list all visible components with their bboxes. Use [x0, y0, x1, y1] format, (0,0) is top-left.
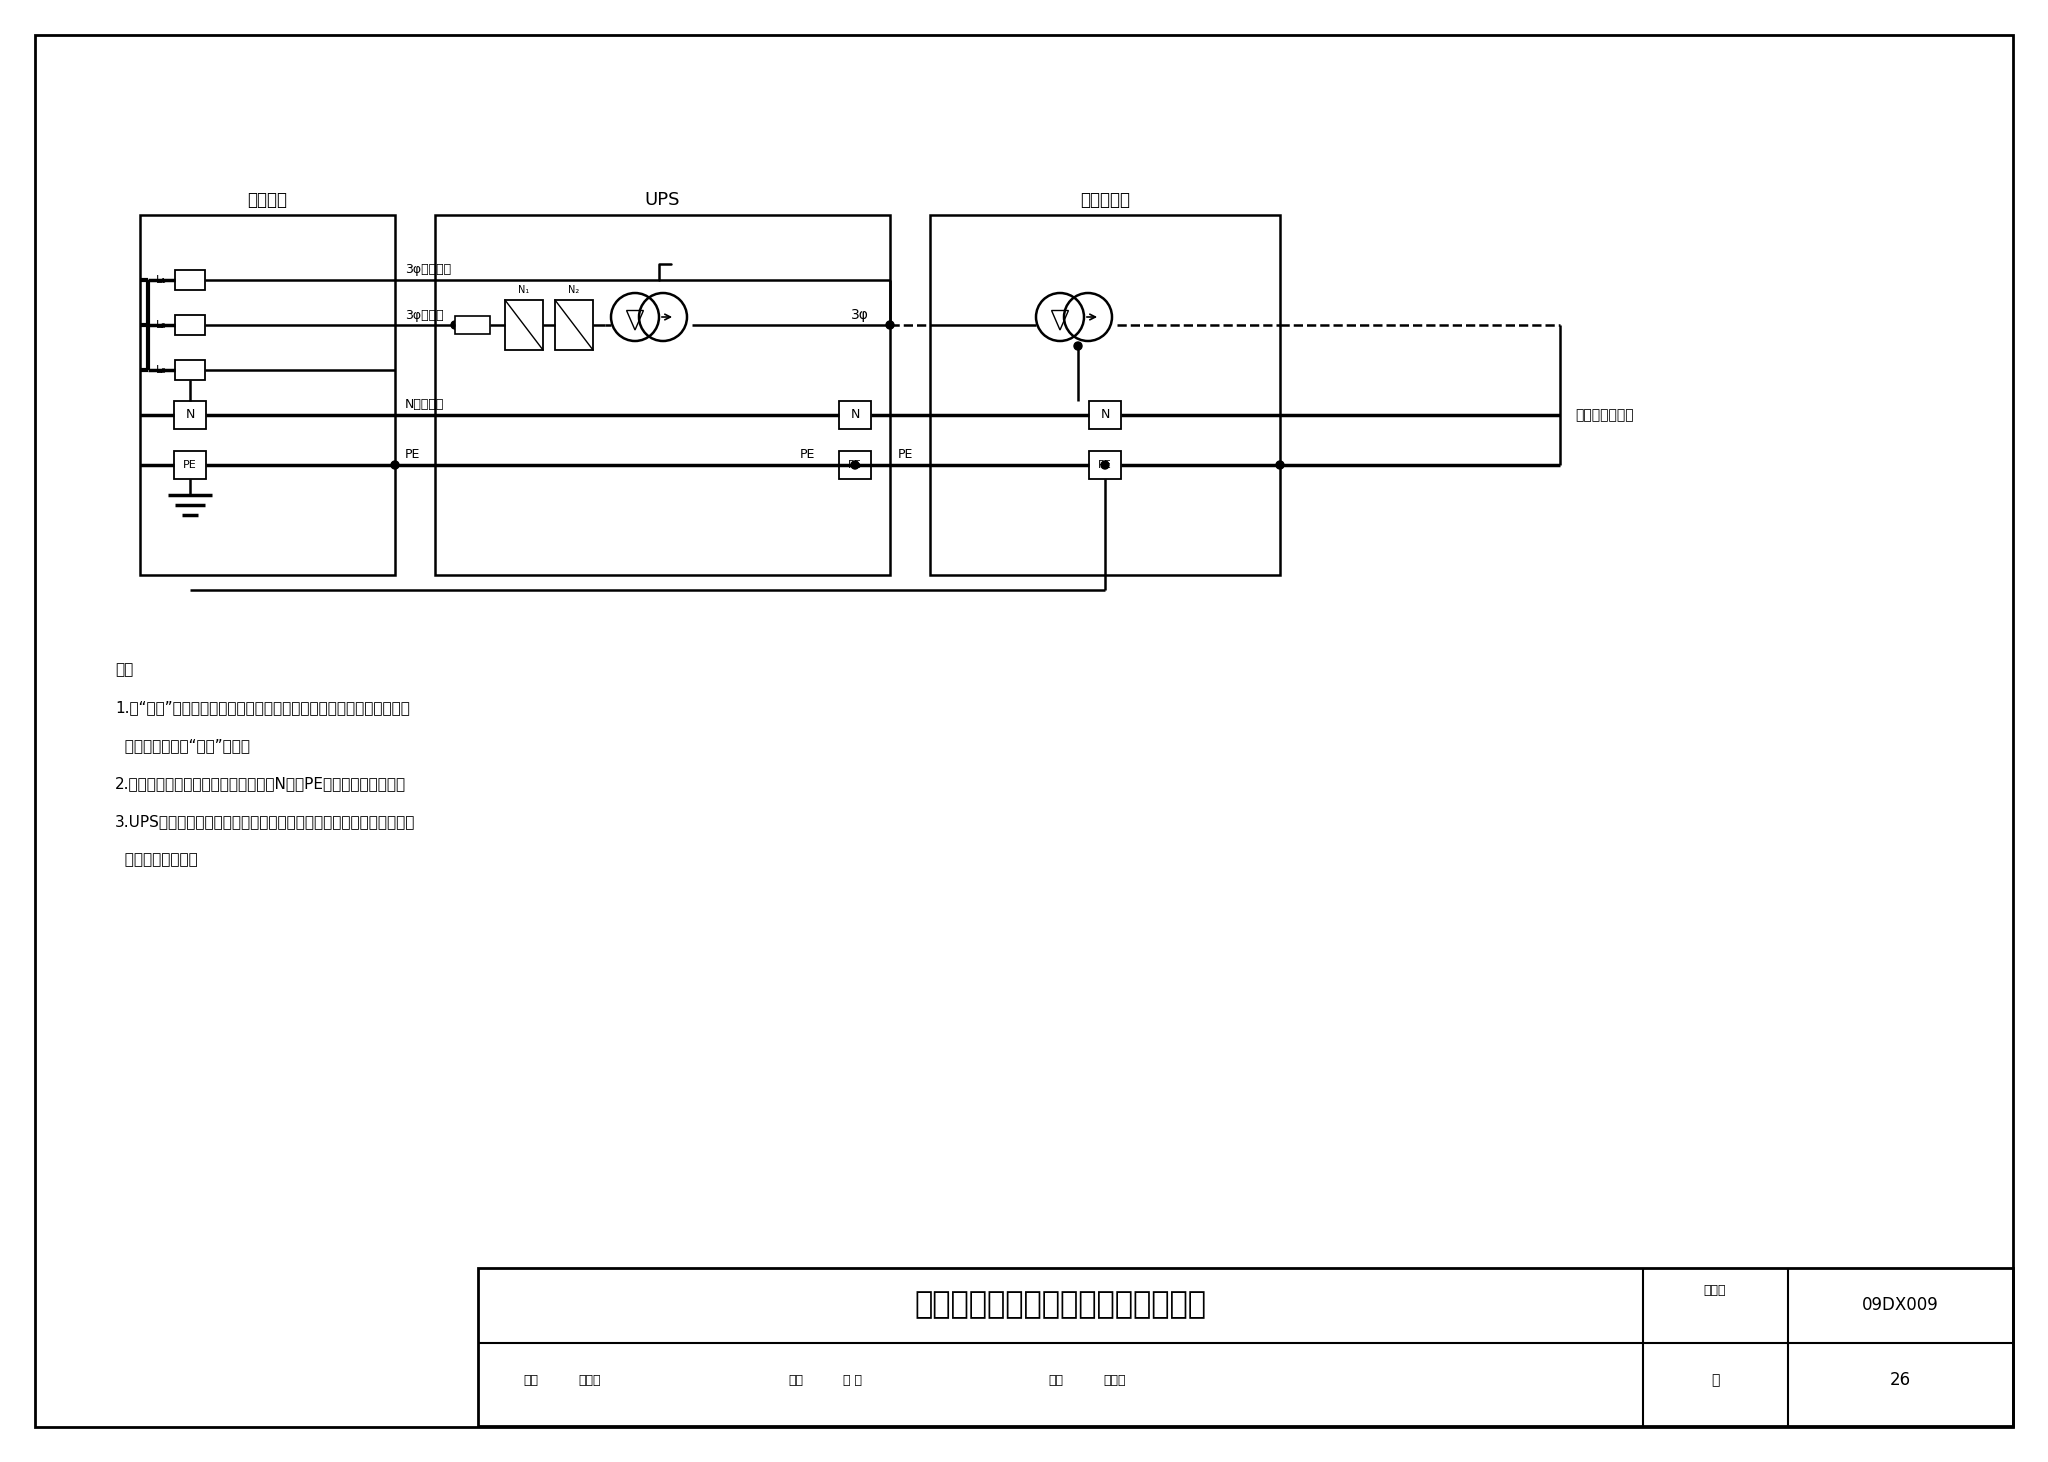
Bar: [174, 314, 205, 335]
Text: 2.在配电列头柜内装设隔离变压器后，N线与PE线才可短接并接地。: 2.在配电列头柜内装设隔离变压器后，N线与PE线才可短接并接地。: [115, 776, 406, 791]
Bar: [139, 215, 395, 575]
Bar: [840, 401, 870, 428]
Text: 配变电所: 配变电所: [248, 192, 287, 209]
Circle shape: [852, 461, 858, 469]
Text: 变压器，以降低“零地”电压。: 变压器，以降低“零地”电压。: [115, 738, 250, 753]
Bar: [930, 215, 1280, 575]
Bar: [840, 450, 870, 480]
Bar: [174, 450, 207, 480]
Text: 配电列头柜: 配电列头柜: [1079, 192, 1130, 209]
Bar: [555, 300, 594, 349]
Text: 利用隔离变压器降低零地电压原理图: 利用隔离变压器降低零地电压原理图: [913, 1291, 1206, 1320]
Text: PE: PE: [848, 461, 862, 469]
Text: 校对: 校对: [788, 1373, 803, 1386]
Text: 1.当“零地”电压不满足电子信息设备要求时，在配电列头柜内增加隔离: 1.当“零地”电压不满足电子信息设备要求时，在配电列头柜内增加隔离: [115, 700, 410, 715]
Text: 钟景华: 钟景华: [1104, 1373, 1126, 1386]
Text: 3φ旁路输入: 3φ旁路输入: [406, 263, 451, 276]
Text: L₂: L₂: [156, 320, 166, 330]
Text: N₁: N₁: [518, 285, 530, 295]
Text: 26: 26: [1890, 1371, 1911, 1389]
Bar: [506, 300, 543, 349]
Bar: [1090, 450, 1120, 480]
Bar: [1090, 401, 1120, 428]
Text: PE: PE: [897, 449, 913, 462]
Text: N: N: [1100, 408, 1110, 421]
Circle shape: [1073, 342, 1081, 349]
Text: 3φ: 3φ: [852, 308, 868, 322]
Text: 孙 兰: 孙 兰: [844, 1373, 862, 1386]
Text: UPS: UPS: [645, 192, 680, 209]
Text: PE: PE: [182, 461, 197, 469]
Bar: [477, 1268, 2013, 1425]
Circle shape: [451, 322, 459, 329]
Text: N: N: [184, 408, 195, 421]
Text: 图集号: 图集号: [1704, 1284, 1726, 1297]
Bar: [455, 316, 489, 333]
Circle shape: [1102, 461, 1110, 469]
Circle shape: [887, 322, 895, 329]
Circle shape: [391, 461, 399, 469]
Text: N₂: N₂: [569, 285, 580, 295]
Text: 注：: 注：: [115, 662, 133, 677]
Text: PE: PE: [1098, 461, 1112, 469]
Text: L₁: L₁: [156, 275, 166, 285]
Text: 09DX009: 09DX009: [1862, 1295, 1937, 1314]
Text: 3.UPS设备在逆变器输出侧设置隔离变压器，使逆变器中性点接地，并: 3.UPS设备在逆变器输出侧设置隔离变压器，使逆变器中性点接地，并: [115, 814, 416, 829]
Text: PE: PE: [801, 449, 815, 462]
Text: 与旁路电源隔离。: 与旁路电源隔离。: [115, 852, 199, 867]
Text: 黄德明: 黄德明: [578, 1373, 600, 1386]
Text: N旁路输入: N旁路输入: [406, 399, 444, 411]
Text: 页: 页: [1710, 1373, 1718, 1387]
Text: N: N: [850, 408, 860, 421]
Text: PE: PE: [406, 449, 420, 462]
Bar: [434, 215, 891, 575]
Text: L₃: L₃: [156, 366, 166, 374]
Circle shape: [1276, 461, 1284, 469]
Text: 接电子信息设备: 接电子信息设备: [1575, 408, 1634, 423]
Text: 设计: 设计: [1049, 1373, 1063, 1386]
Bar: [174, 270, 205, 289]
Bar: [174, 360, 205, 380]
Text: 审核: 审核: [522, 1373, 539, 1386]
Bar: [174, 401, 207, 428]
Text: 3φ主输入: 3φ主输入: [406, 308, 444, 322]
